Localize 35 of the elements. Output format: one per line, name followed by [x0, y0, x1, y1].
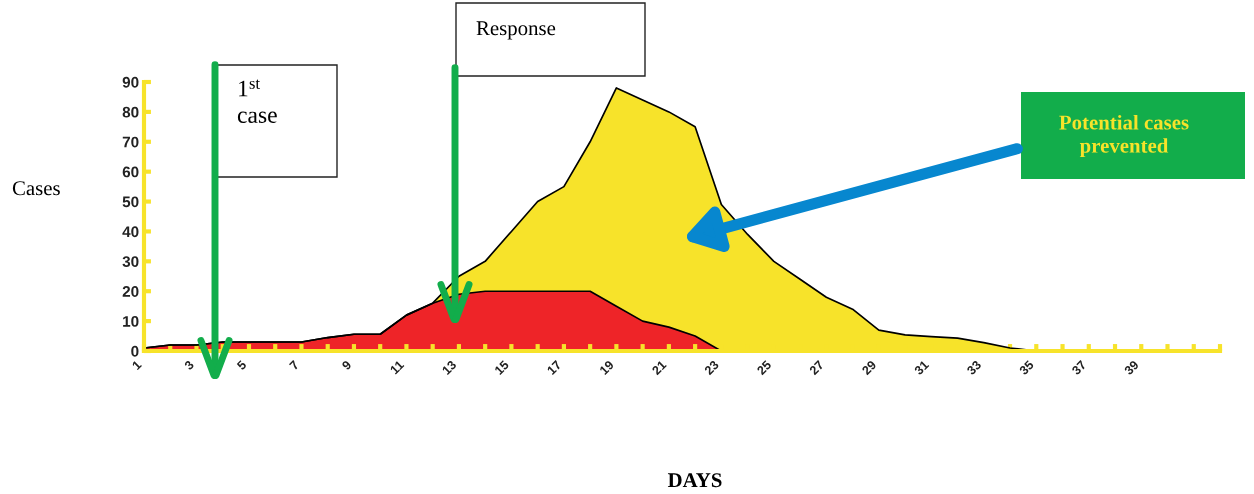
x-tick-label: 35 — [1018, 359, 1035, 376]
x-tick-label: 17 — [546, 360, 562, 376]
y-axis-title: Cases — [12, 181, 60, 196]
annotation: Potential cases prevented — [1059, 114, 1189, 158]
y-tick-label: 50 — [122, 196, 139, 208]
x-tick-label: 21 — [651, 359, 667, 376]
x-tick-label: 1 — [131, 359, 142, 371]
x-axis-title: DAYS — [667, 473, 722, 488]
y-tick-label: 70 — [122, 136, 139, 148]
text: 1$^{st}$ case — [237, 79, 277, 123]
x-tick-label: 39 — [1123, 359, 1140, 376]
y-tick-label: 40 — [122, 226, 139, 238]
y-tick-label: 60 — [122, 166, 139, 178]
x-tick-label: 29 — [861, 359, 877, 376]
x-tick-label: 3 — [183, 359, 195, 371]
x-tick-label: 37 — [1071, 359, 1087, 376]
y-tick-label: 90 — [122, 76, 139, 88]
x-tick-label: 11 — [389, 359, 405, 375]
x-tick-label: 25 — [756, 359, 772, 376]
y-tick-label: 30 — [122, 256, 139, 268]
x-tick-label: 7 — [289, 360, 300, 371]
y-tick-label: 10 — [123, 315, 139, 327]
x-tick-label: 13 — [441, 359, 457, 376]
x-tick-label: 23 — [703, 359, 720, 376]
text: Response — [476, 21, 556, 40]
x-tick-label: 31 — [913, 359, 930, 376]
x-tick-label: 27 — [808, 359, 825, 376]
y-tick-label: 80 — [122, 106, 139, 118]
x-tick-label: 33 — [966, 359, 982, 376]
y-tick-label: 0 — [131, 345, 139, 357]
y-tick-label: 20 — [122, 286, 139, 297]
x-tick-label: 15 — [494, 359, 510, 376]
x-tick-label: 9 — [341, 359, 352, 371]
x-tick-label: 5 — [236, 359, 247, 371]
x-tick-label: 19 — [599, 359, 615, 376]
